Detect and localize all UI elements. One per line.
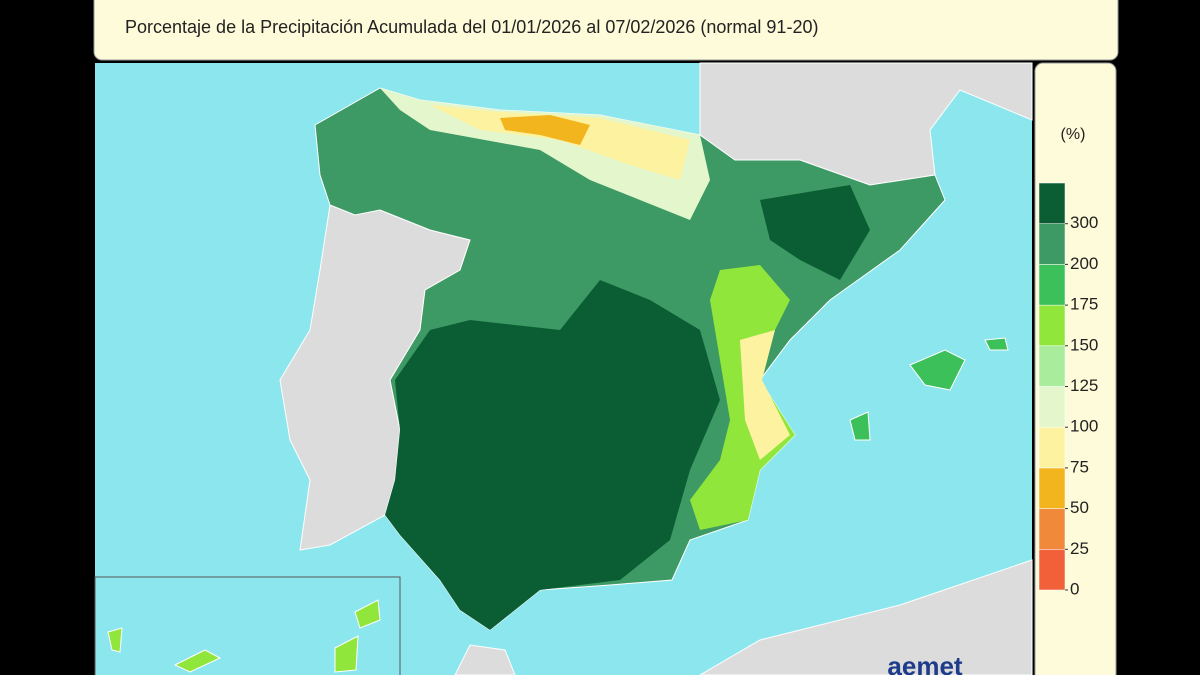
legend-swatch — [1038, 467, 1066, 509]
legend-tick-label: 75 — [1070, 457, 1089, 476]
legend-swatch — [1038, 508, 1066, 550]
legend-swatch — [1038, 549, 1066, 591]
canary-inset — [94, 576, 401, 675]
legend-swatch — [1038, 345, 1066, 387]
legend: 0 25 50 75 100 125 150 175 200 300 — [1038, 182, 1098, 598]
legend-tick-label: 200 — [1070, 254, 1098, 273]
legend-tick-label: 125 — [1070, 376, 1098, 395]
legend-unit: (%) — [1061, 126, 1086, 143]
balearic-islands — [849, 337, 1009, 441]
map-title: Porcentaje de la Precipitación Acumulada… — [125, 17, 818, 37]
legend-swatch — [1038, 304, 1066, 347]
legend-swatch — [1038, 426, 1066, 469]
canary-islands — [107, 599, 381, 673]
dry-spot — [500, 115, 590, 145]
legend-tick-label: 100 — [1070, 417, 1098, 436]
africa — [454, 559, 1033, 675]
east-band — [740, 330, 790, 460]
legend-swatch — [1038, 264, 1066, 306]
legend-tick-label: 175 — [1070, 295, 1098, 314]
dark-region — [760, 185, 870, 280]
legend-tick-label: 300 — [1070, 213, 1098, 232]
legend-swatch — [1038, 223, 1066, 265]
dark-region — [385, 280, 720, 630]
legend-tick-label: 25 — [1070, 539, 1089, 558]
map: aemet — [94, 62, 1033, 675]
east-band — [690, 265, 795, 530]
title-box — [93, 0, 1119, 61]
legend-swatch — [1038, 182, 1066, 224]
legend-tick-label: 50 — [1070, 498, 1089, 517]
legend-tick-label: 0 — [1070, 579, 1079, 598]
dry-band — [430, 105, 690, 180]
legend-swatch — [1038, 386, 1066, 428]
legend-tick-label: 150 — [1070, 335, 1098, 354]
logo: aemet — [887, 651, 962, 675]
